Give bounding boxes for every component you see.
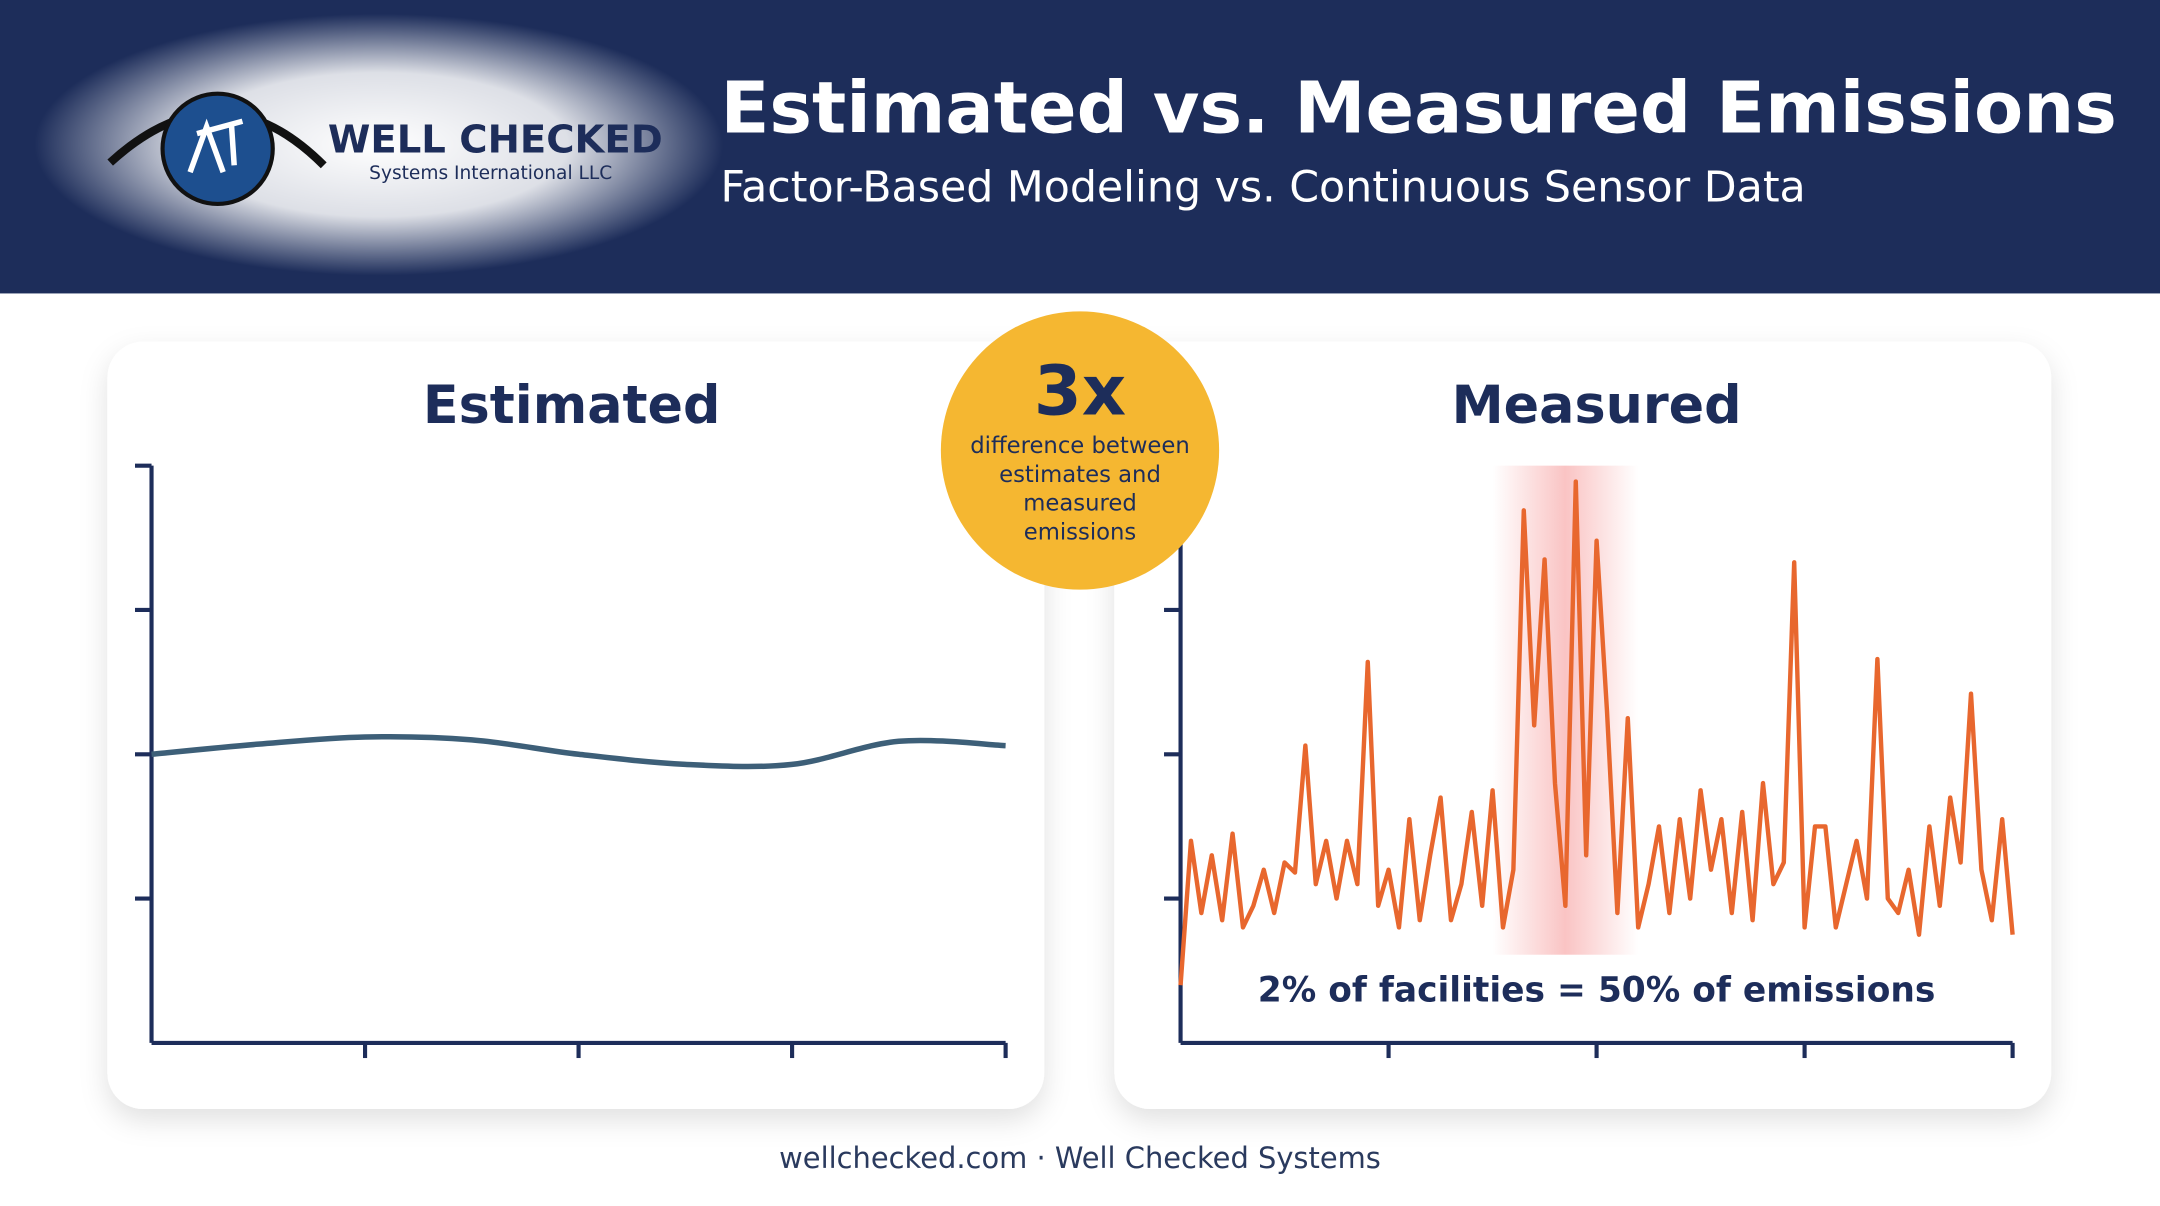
annotation: 2% of facilities = 50% of emissions: [1258, 970, 1936, 1010]
footer: wellchecked.com · Well Checked Systems: [779, 1141, 1381, 1175]
logo-glow: [34, 13, 724, 276]
logo-name: WELL CHECKED: [328, 117, 663, 162]
data-line: [1178, 479, 2015, 986]
card: [107, 341, 1045, 1110]
data-line: [151, 733, 1006, 770]
chart-title: Measured: [1452, 375, 1742, 436]
callout-value: 3x: [1034, 351, 1126, 431]
callout-text: estimates and: [999, 462, 1161, 488]
callout-text: measured: [1023, 491, 1137, 517]
logo-sub: Systems International LLC: [369, 163, 612, 184]
title: Estimated vs. Measured Emissions: [720, 66, 2116, 149]
chart-title: Estimated: [423, 375, 721, 436]
subtitle: Factor-Based Modeling vs. Continuous Sen…: [720, 163, 1805, 213]
callout-circle: [940, 311, 1220, 590]
callout-text: difference between: [970, 433, 1190, 459]
logo-pumpjack: [187, 118, 244, 174]
logo-circle: [160, 91, 275, 206]
callout-text: emissions: [1024, 520, 1137, 546]
